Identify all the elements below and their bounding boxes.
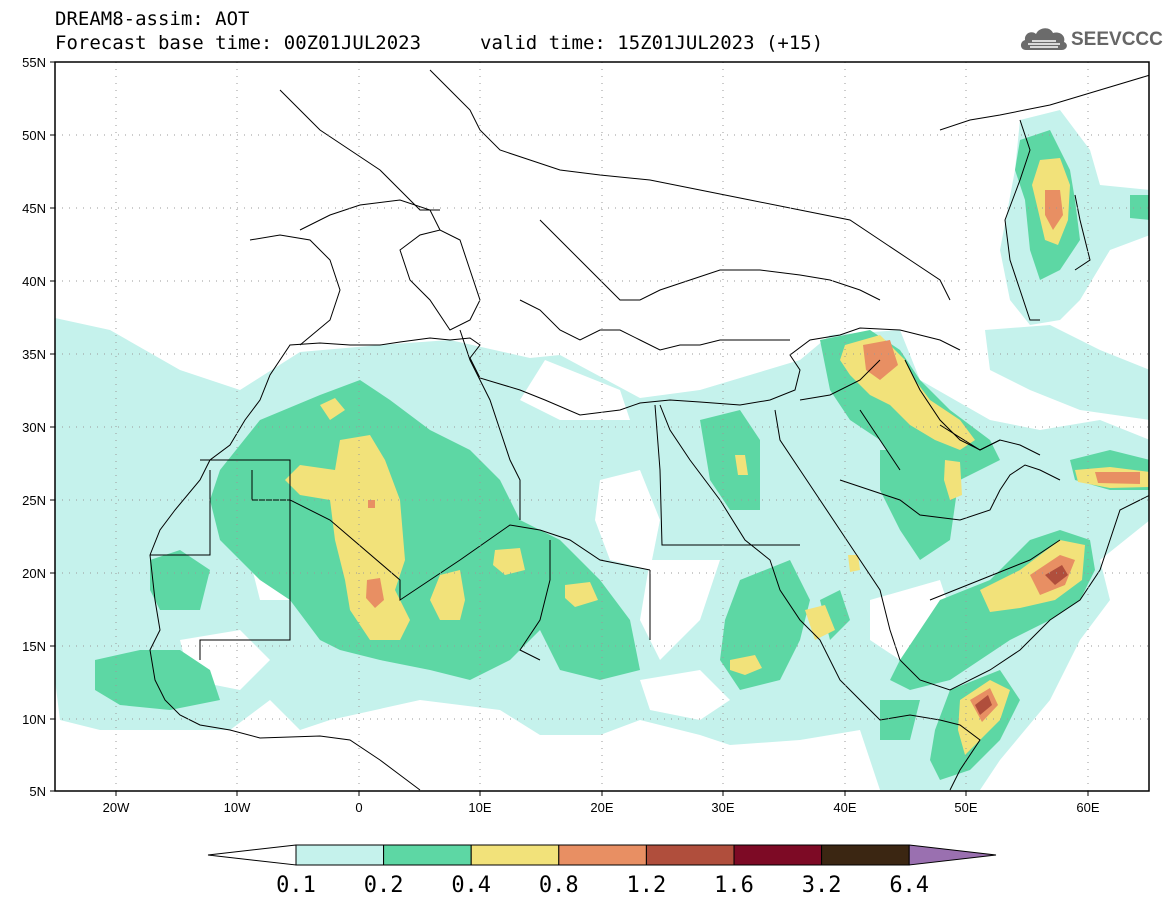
- lon-label: 40E: [833, 800, 856, 815]
- cloud-icon: [1020, 28, 1067, 50]
- map-title: DREAM8-assim: AOT: [55, 8, 250, 30]
- lon-label: 10E: [468, 800, 491, 815]
- lon-label: 30E: [711, 800, 734, 815]
- lon-label: 10W: [224, 800, 251, 815]
- colorbar-label: 0.1: [276, 873, 316, 898]
- lat-label: 30N: [22, 420, 46, 435]
- lat-label: 15N: [22, 639, 46, 654]
- lon-label: 0: [355, 800, 362, 815]
- aot-field: [55, 110, 1149, 790]
- lat-label: 50N: [22, 128, 46, 143]
- colorbar-high-arrow: [908, 844, 997, 866]
- lat-label: 10N: [22, 712, 46, 727]
- colorbar-label: 1.6: [714, 873, 754, 898]
- colorbar-swatch: [470, 844, 560, 866]
- colorbar-labels: 0.1 0.2 0.4 0.8 1.2 1.6 3.2 6.4: [276, 873, 929, 898]
- colorbar-swatches: [207, 844, 997, 866]
- colorbar-label: 0.4: [451, 873, 491, 898]
- lat-label: 25N: [22, 493, 46, 508]
- colorbar-swatch: [733, 844, 823, 866]
- lat-label: 5N: [29, 784, 46, 799]
- colorbar-swatch: [383, 844, 472, 866]
- colorbar-swatch: [558, 844, 647, 866]
- colorbar-label: 3.2: [802, 873, 842, 898]
- colorbar-label: 0.2: [364, 873, 404, 898]
- colorbar-label: 0.8: [539, 873, 579, 898]
- lon-label: 20W: [103, 800, 130, 815]
- lat-label: 55N: [22, 55, 46, 70]
- aot-map: 55N 50N 45N 40N 35N 30N 25N 20N 15N 10N …: [22, 55, 1150, 815]
- colorbar-swatch: [821, 844, 910, 866]
- axis-ticks: [50, 61, 1089, 796]
- lon-label: 60E: [1076, 800, 1099, 815]
- colorbar-swatch: [645, 844, 735, 866]
- seevccc-logo: SEEVCCC: [1018, 24, 1163, 54]
- logo-text: SEEVCCC: [1071, 29, 1163, 50]
- lat-label: 40N: [22, 274, 46, 289]
- colorbar: 0.1 0.2 0.4 0.8 1.2 1.6 3.2 6.4: [207, 844, 997, 898]
- colorbar-label: 6.4: [889, 873, 929, 898]
- forecast-base-time: Forecast base time: 00Z01JUL2023 valid ti…: [55, 32, 823, 54]
- colorbar-label: 1.2: [627, 873, 667, 898]
- lon-label: 20E: [590, 800, 613, 815]
- coastlines-borders: [149, 69, 1149, 791]
- lat-label: 45N: [22, 201, 46, 216]
- lon-label: 50E: [954, 800, 977, 815]
- lat-labels: 55N 50N 45N 40N 35N 30N 25N 20N 15N 10N …: [22, 55, 46, 799]
- base-time-text: Forecast base time: 00Z01JUL2023: [55, 32, 422, 54]
- valid-time-text: valid time: 15Z01JUL2023 (+15): [480, 32, 824, 54]
- lat-label: 20N: [22, 566, 46, 581]
- colorbar-swatch: [295, 844, 385, 866]
- map-grid: [55, 62, 1149, 791]
- lon-labels: 20W 10W 0 10E 20E 30E 40E 50E 60E: [103, 800, 1100, 815]
- colorbar-low-arrow: [207, 844, 297, 866]
- lat-label: 35N: [22, 347, 46, 362]
- aot-level-1.2: [975, 565, 1068, 715]
